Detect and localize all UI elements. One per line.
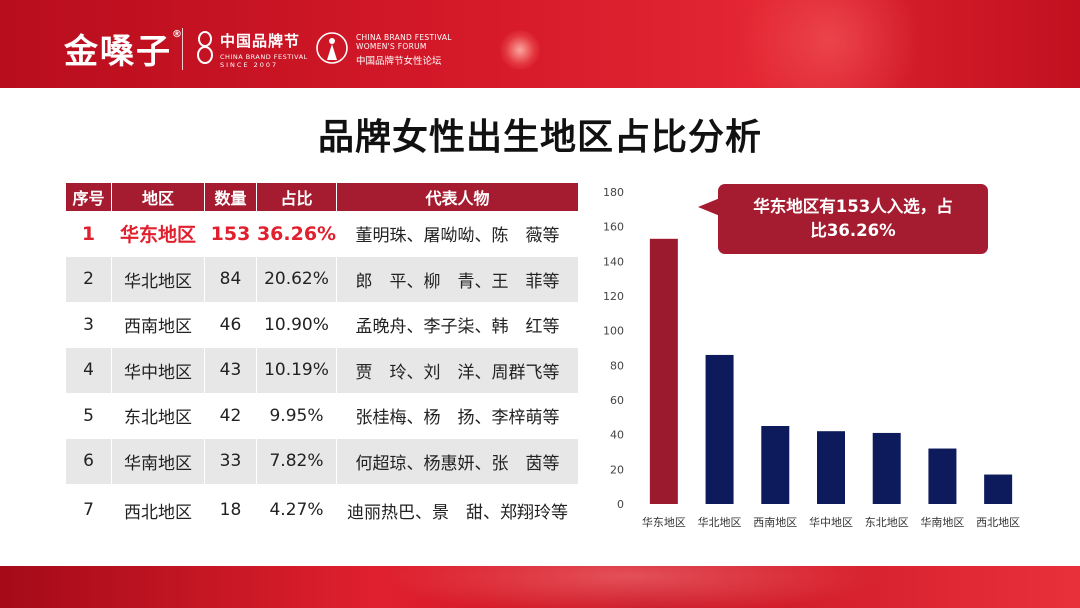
cell-ratio: 36.26% [257,211,337,257]
table-row: 6 华南地区 33 7.82% 何超琼、杨惠妍、张 茵等 [66,438,578,484]
bar [705,354,734,504]
brand-logo: 金嗓子® [64,24,184,73]
cell-ratio: 10.19% [257,347,337,393]
header-region: 地区 [112,183,205,211]
bar [984,474,1013,504]
header-glow [500,30,540,70]
cell-region: 华北地区 [112,256,205,302]
table-row: 1 华东地区 153 36.26% 董明珠、屠呦呦、陈 薇等 [66,211,578,257]
cell-count: 42 [205,393,257,439]
cell-people: 贾 玲、刘 洋、周群飞等 [355,362,560,383]
festival-since: SINCE 2007 [220,61,279,69]
header-divider [182,28,183,70]
bar [872,432,901,504]
region-table: 序号 地区 数量 占比 代表人物 1 华东地区 153 36.26% 董明珠、屠… [66,183,578,536]
page-title: 品牌女性出生地区占比分析 [317,117,762,158]
x-tick-label: 西北地区 [976,516,1020,529]
table-header: 序号 地区 数量 占比 代表人物 [66,183,578,211]
cell-region: 东北地区 [112,393,205,439]
cell-index: 3 [66,302,112,348]
cell-region: 华南地区 [112,438,205,484]
header-glow [730,0,930,88]
cell-count: 84 [205,256,257,302]
callout-pointer [698,198,720,216]
y-tick-label: 120 [603,290,624,303]
region-bar-chart: 0 20 40 60 80 100 120 140 160 180 华东地区 华北地区 西南地区 华中地区… [603,186,1020,529]
cell-ratio: 10.90% [257,302,337,348]
cell-region: 西南地区 [112,302,205,348]
y-tick-label: 80 [610,359,624,372]
cell-index: 2 [66,256,112,302]
x-tick-label: 华东地区 [642,515,686,529]
cell-index: 5 [66,393,112,439]
cell-region: 西北地区 [112,484,205,536]
cell-ratio: 7.82% [257,438,337,484]
cell-count: 33 [205,438,257,484]
cell-region: 华中地区 [112,347,205,393]
cell-count: 18 [205,484,257,536]
table-row: 7 西北地区 18 4.27% 迪丽热巴、景 甜、郑翔玲等 [66,484,578,536]
cell-ratio: 20.62% [257,256,337,302]
header-banner: 金嗓子® 中国品牌节 CHINA BRAND FESTIVAL SINCE 20… [0,0,1080,88]
table-row: 5 东北地区 42 9.95% 张桂梅、杨 扬、李梓萌等 [66,393,578,439]
y-tick-label: 100 [603,325,624,338]
header-index: 序号 [66,183,112,211]
festival-name-en: CHINA BRAND FESTIVAL [220,53,308,61]
x-tick-label: 东北地区 [865,516,909,529]
festival-logo: 中国品牌节 CHINA BRAND FESTIVAL SINCE 2007 [220,30,308,69]
forum-name-en-2: WOMEN'S FORUM [356,42,427,51]
bar [928,448,957,504]
womens-forum-logo: CHINA BRAND FESTIVAL WOMEN'S FORUM 中国品牌节… [356,33,452,67]
y-tick-label: 40 [610,429,624,442]
callout-line-1: 华东地区有153人入选，占 [753,197,953,216]
womens-forum-logo-icon [316,32,348,64]
forum-name-en-1: CHINA BRAND FESTIVAL [356,33,452,42]
footer-banner [0,566,1080,608]
x-tick-label: 华中地区 [809,515,853,529]
callout-line-2: 比36.26% [810,221,896,240]
cell-people: 孟晚舟、李子柒、韩 红等 [355,317,560,338]
cell-ratio: 9.95% [257,393,337,439]
x-tick-label: 华北地区 [698,515,742,529]
table-row: 3 西南地区 46 10.90% 孟晚舟、李子柒、韩 红等 [66,302,578,348]
cell-index: 1 [66,211,112,257]
cell-ratio: 4.27% [257,484,337,536]
festival-name-cn: 中国品牌节 [220,32,301,50]
cell-people: 迪丽热巴、景 甜、郑翔玲等 [347,502,568,523]
cell-people: 何超琼、杨惠妍、张 茵等 [355,453,560,474]
cell-count: 46 [205,302,257,348]
y-tick-label: 60 [610,394,624,407]
cell-index: 7 [66,484,112,536]
callout-bubble: 华东地区有153人入选，占 比36.26% [718,184,988,254]
forum-name-cn: 中国品牌节女性论坛 [356,56,442,67]
cell-count: 153 [205,211,257,257]
header-people: 代表人物 [425,189,490,208]
cell-people: 张桂梅、杨 扬、李梓萌等 [355,408,560,429]
bar [817,431,845,504]
registered-mark: ® [172,28,184,40]
cell-people: 郎 平、柳 青、王 菲等 [355,271,560,292]
x-tick-label: 华南地区 [920,515,964,529]
bar [761,426,790,504]
table-row: 2 华北地区 84 20.62% 郎 平、柳 青、王 菲等 [66,256,578,302]
cell-count: 43 [205,347,257,393]
cell-index: 4 [66,347,112,393]
festival-logo-icon [197,31,213,64]
cell-people: 董明珠、屠呦呦、陈 薇等 [355,226,560,247]
y-tick-label: 160 [603,221,624,234]
cell-region: 华东地区 [112,211,205,257]
table-row: 4 华中地区 43 10.19% 贾 玲、刘 洋、周群飞等 [66,347,578,393]
header-count: 数量 [205,183,257,211]
x-tick-label: 西南地区 [753,516,797,529]
y-tick-label: 140 [603,255,624,268]
bar [649,238,678,505]
y-tick-label: 180 [603,186,624,199]
cell-index: 6 [66,438,112,484]
y-tick-label: 0 [617,498,624,511]
header-ratio: 占比 [257,183,337,211]
y-tick-label: 20 [610,463,624,476]
brand-logo-text: 金嗓子 [64,32,172,72]
footer-glow [380,566,880,608]
